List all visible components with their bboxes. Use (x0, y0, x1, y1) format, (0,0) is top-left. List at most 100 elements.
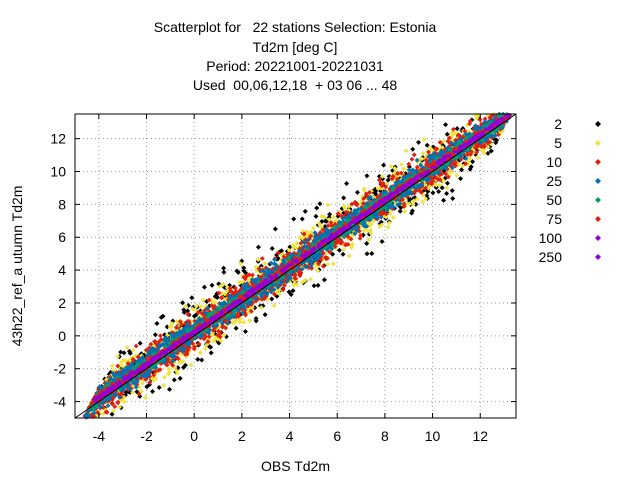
scatter-point (246, 272, 252, 278)
scatter-point (451, 162, 457, 167)
scatter-point (180, 330, 186, 336)
scatter-point (220, 282, 226, 287)
scatter-point (236, 313, 242, 319)
scatter-point (271, 303, 277, 308)
scatter-point (172, 359, 177, 365)
scatter-point (420, 151, 426, 156)
scatter-point (275, 250, 281, 256)
scatter-point (430, 190, 436, 196)
scatter-point (267, 270, 273, 276)
scatter-point (403, 192, 409, 198)
scatter-point (486, 113, 491, 119)
scatter-point (143, 376, 149, 382)
scatter-point (150, 388, 156, 394)
scatter-point (440, 178, 446, 184)
scatter-point (127, 387, 133, 392)
scatter-point (152, 339, 157, 344)
scatter-point (364, 227, 370, 233)
scatter-point (416, 139, 422, 145)
scatter-point (401, 174, 406, 180)
scatter-points (82, 111, 513, 420)
scatter-point (205, 339, 211, 345)
scatter-point (479, 144, 485, 150)
scatter-point (494, 137, 500, 143)
scatter-point (268, 260, 274, 266)
scatter-point (195, 310, 201, 315)
scatter-point (265, 296, 270, 302)
scatter-point (150, 374, 156, 380)
scatter-point (433, 182, 439, 188)
scatter-point (100, 411, 106, 417)
scatter-point (290, 288, 296, 294)
scatter-point (441, 197, 447, 203)
scatter-point (465, 161, 471, 167)
scatter-point (237, 319, 243, 325)
scatter-point (411, 198, 417, 204)
scatter-point (281, 254, 287, 260)
scatter-point (258, 263, 264, 269)
scatter-point (106, 378, 112, 383)
scatter-point (313, 213, 319, 219)
scatter-point (167, 324, 173, 330)
scatter-point (180, 300, 186, 306)
scatter-point (426, 149, 432, 155)
scatter-point (183, 303, 189, 309)
scatter-point (458, 156, 464, 162)
scatter-point (175, 356, 181, 361)
scatter-point (110, 368, 116, 373)
scatter-point (290, 276, 295, 282)
scatter-point (205, 305, 210, 311)
scatter-point (286, 289, 292, 295)
scatter-point (453, 137, 458, 143)
scatter-point (308, 233, 314, 239)
scatter-point (444, 185, 450, 191)
scatter-point (448, 168, 454, 174)
scatter-point (189, 295, 195, 301)
scatter-point (423, 162, 429, 167)
scatter-point (385, 177, 391, 183)
scatter-point (349, 243, 355, 248)
scatter-point (463, 131, 469, 137)
scatter-point (185, 308, 191, 314)
scatter-point (262, 260, 268, 266)
scatter-point (315, 268, 321, 274)
scatter-point (320, 263, 326, 269)
scatter-point (158, 337, 164, 342)
scatter-point (195, 356, 201, 362)
scatter-point (390, 174, 396, 180)
scatter-point (410, 201, 416, 207)
scatter-point (444, 190, 450, 196)
scatter-point (453, 160, 458, 165)
scatter-point (317, 201, 323, 207)
scatter-point (343, 242, 348, 248)
scatter-point (482, 116, 488, 122)
scatter-point (439, 185, 445, 191)
scatter-point (392, 166, 398, 171)
scatter-point (475, 112, 481, 118)
scatter-point (395, 171, 401, 176)
scatter-point (185, 311, 191, 317)
scatter-point (429, 175, 435, 181)
scatter-point (319, 213, 325, 219)
scatter-point (338, 218, 344, 224)
scatter-point (164, 359, 170, 365)
scatter-point (271, 291, 277, 297)
scatter-point (456, 132, 462, 138)
scatter-point (104, 400, 110, 406)
scatter-point (401, 201, 407, 207)
scatter-point (381, 210, 387, 216)
scatter-point (153, 375, 159, 381)
scatter-point (83, 414, 89, 420)
scatter-point (368, 227, 373, 233)
scatter-point (223, 325, 229, 331)
scatter-point (449, 188, 455, 194)
scatter-point (346, 214, 351, 220)
scatter-point (291, 216, 297, 222)
scatter-point (197, 350, 203, 356)
scatter-point (484, 140, 490, 146)
scatter-point (423, 185, 428, 191)
scatter-point (306, 243, 312, 249)
scatter-point (120, 363, 126, 369)
scatter-point (209, 331, 215, 337)
scatter-point (161, 374, 167, 380)
